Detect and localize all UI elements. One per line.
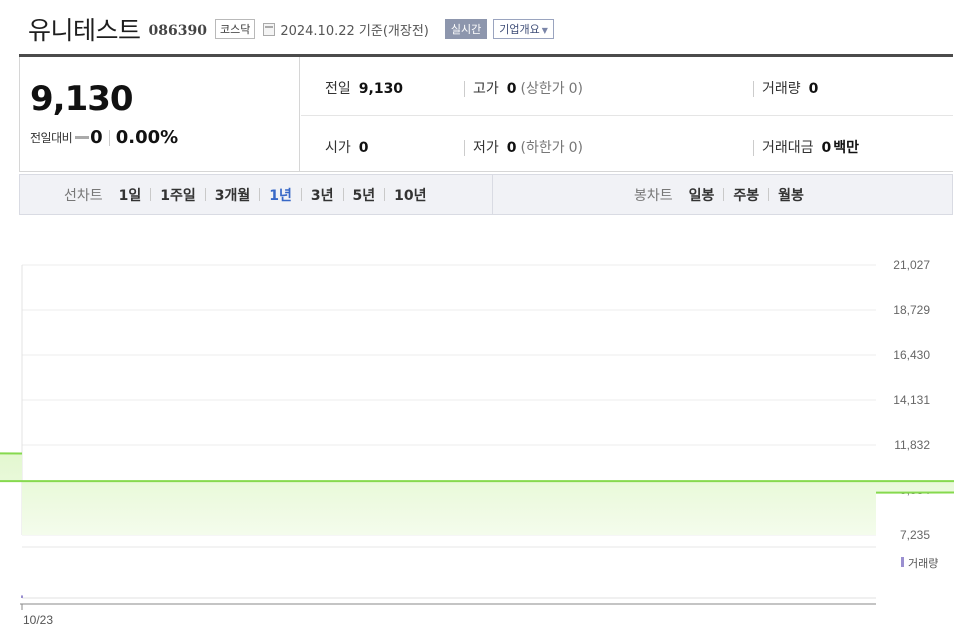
tab-10y[interactable]: 10년 [394,187,427,204]
change-label: 전일대비 [30,131,73,145]
stat-label: 거래대금 [762,140,814,156]
company-info-label: 기업개요 [499,23,540,36]
market-badge: 코스닥 [214,19,256,39]
divider [464,140,465,156]
upper-limit-label: (상한가 [520,81,565,97]
stat-value: 0 [808,81,819,97]
stat-volume: 거래량 0 [762,78,818,98]
change-percent: 0.00% [115,127,179,148]
stat-value: 0 [506,140,517,156]
tab-1d[interactable]: 1일 [118,187,142,204]
divider [464,81,465,97]
volume-bar [21,595,23,598]
change-value: 0 [90,127,103,148]
line-chart-tabs: 선차트 1일 1주일 3개월 1년 3년 5년 10년 [64,175,427,214]
lower-limit-label: (하한가 [520,140,565,156]
lower-limit-value: 0) [568,140,583,156]
price-area [0,453,954,535]
volume-legend: 거래량 [908,557,938,570]
upper-limit-value: 0) [568,81,583,97]
volume-legend-swatch [901,557,904,567]
tab-5y[interactable]: 5년 [352,187,376,204]
as-of-date: 2024.10.22 기준(개장전) [280,23,429,39]
candle-chart-tabs: 봉차트 일봉 주봉 월봉 [634,175,804,214]
unchanged-icon [75,136,90,139]
stat-low: 저가 0 (하한가 0) [473,137,583,157]
row-divider [301,115,953,116]
tab-3m[interactable]: 3개월 [214,187,251,204]
tab-weekly-candle[interactable]: 주봉 [733,187,760,204]
y-tick-label: 7,235 [900,528,930,542]
calendar-icon [263,22,276,36]
y-tick-label: 21,027 [893,258,930,272]
stat-high: 고가 0 (상한가 0) [473,78,583,98]
stat-label: 저가 [473,140,499,156]
price-chart-svg: 21,02718,72916,43014,13111,8329,5347,235… [0,258,954,627]
tab-monthly-candle[interactable]: 월봉 [778,187,804,204]
stat-label: 고가 [473,81,499,97]
tab-group-divider [492,175,493,214]
y-tick-label: 18,729 [893,303,930,317]
company-info-dropdown[interactable]: 기업개요 ▼ [493,19,554,39]
change-row: 전일대비 0 0.00% [30,127,178,148]
current-price: 9,130 [30,79,134,119]
tab-1w[interactable]: 1주일 [160,187,196,204]
stat-value: 0 [821,140,832,156]
stat-unit: 백만 [833,140,860,156]
line-chart-label: 선차트 [64,187,103,204]
price-line [0,452,954,494]
divider [753,81,754,97]
caret-down-icon: ▼ [541,26,548,35]
y-tick-label: 14,131 [893,393,930,407]
realtime-button[interactable]: 실시간 [444,19,488,39]
stats-grid: 전일 9,130 고가 0 (상한가 0) 거래량 0 시가 0 저가 0 (하한가 0) 거래대… [301,57,953,172]
chart-tab-bar: 선차트 1일 1주일 3개월 1년 3년 5년 10년 봉차트 일봉 주봉 월봉 [19,174,953,215]
y-tick-label: 16,430 [893,348,930,362]
quote-summary: 9,130 전일대비 0 0.00% 전일 9,130 고가 0 (상한가 0) 거래량… [19,54,953,172]
page-header: 유니테스트 086390 코스닥 2024.10.22 기준(개장전) 실시간 … [28,12,554,46]
candle-chart-label: 봉차트 [634,187,673,204]
divider [108,129,110,146]
stat-value: 0 [358,140,369,156]
stat-prev-close: 전일 9,130 [325,78,403,98]
x-tick-label: 10/23 [23,613,53,627]
stat-value: 0 [506,81,517,97]
stat-value: 9,130 [358,81,404,97]
stock-code: 086390 [148,23,207,39]
stat-amount: 거래대금 0 백만 [762,137,859,157]
tab-3y[interactable]: 3년 [310,187,334,204]
stat-open: 시가 0 [325,137,369,157]
tab-1y[interactable]: 1년 [269,187,292,204]
company-name: 유니테스트 [28,16,141,45]
price-box: 9,130 전일대비 0 0.00% [19,57,300,172]
stat-label: 시가 [325,140,351,156]
divider [753,140,754,156]
tab-daily-candle[interactable]: 일봉 [688,187,715,204]
y-tick-label: 11,832 [894,438,930,452]
stat-label: 거래량 [762,81,801,97]
stat-label: 전일 [325,81,351,97]
price-chart: 21,02718,72916,43014,13111,8329,5347,235… [0,230,954,639]
